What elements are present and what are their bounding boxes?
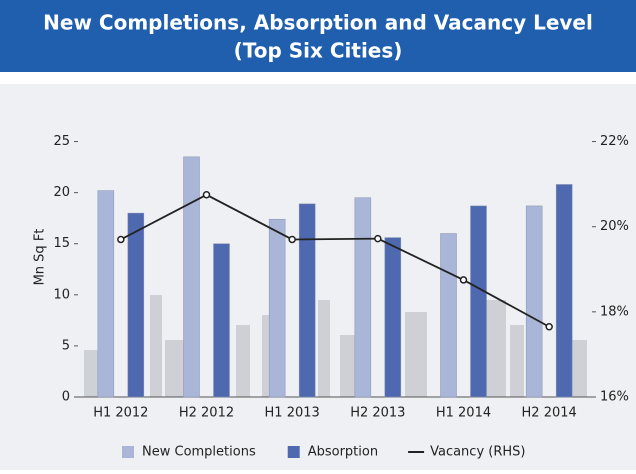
chart-subtitle: (Top Six Cities) — [234, 39, 403, 63]
vacancy-point — [117, 235, 125, 244]
vacancy-point — [288, 235, 296, 244]
y2-tick-label: 18% — [600, 304, 629, 319]
bar — [127, 212, 145, 398]
legend-label: Absorption — [308, 445, 378, 460]
y2-tick-label: 16% — [600, 390, 629, 405]
vacancy-point — [459, 276, 468, 284]
y-tick-label: 0 — [62, 390, 70, 405]
vacancy-point — [202, 191, 211, 199]
y-tick-label: 20 — [53, 185, 70, 200]
bar — [555, 184, 573, 398]
y-tick-label: 25 — [53, 134, 70, 149]
y-axis-label: Mn Sq Ft — [33, 229, 48, 286]
bar — [525, 205, 543, 398]
legend-label: New Completions — [142, 445, 256, 460]
legend-swatch — [122, 446, 134, 458]
x-tick-label: H1 2014 — [436, 406, 491, 421]
bar — [213, 243, 230, 398]
vacancy-point — [545, 323, 553, 331]
bar — [97, 190, 115, 398]
vacancy-point — [374, 234, 382, 243]
legend-label: Vacancy (RHS) — [430, 445, 525, 460]
x-tick-label: H2 2013 — [350, 406, 405, 421]
bar — [183, 156, 200, 398]
vacancy-line — [120, 193, 550, 328]
x-tick-label: H1 2012 — [93, 406, 148, 421]
bar — [268, 218, 286, 398]
y-tick-label: 15 — [53, 236, 70, 251]
title-banner — [0, 0, 636, 72]
x-tick-label: H2 2012 — [179, 406, 234, 421]
bar — [384, 237, 402, 398]
y-tick-label: 5 — [62, 338, 70, 353]
bar — [354, 197, 372, 398]
legend-swatch — [287, 446, 300, 458]
y-tick-label: 10 — [53, 287, 70, 302]
bar — [470, 205, 487, 398]
bar — [298, 203, 316, 398]
y2-tick-label: 20% — [600, 219, 629, 234]
x-tick-label: H1 2013 — [265, 406, 320, 421]
chart-title: New Completions, Absorption and Vacancy … — [43, 11, 593, 35]
x-tick-label: H2 2014 — [522, 406, 577, 421]
y2-tick-label: 22% — [600, 134, 629, 149]
bar — [440, 233, 457, 398]
